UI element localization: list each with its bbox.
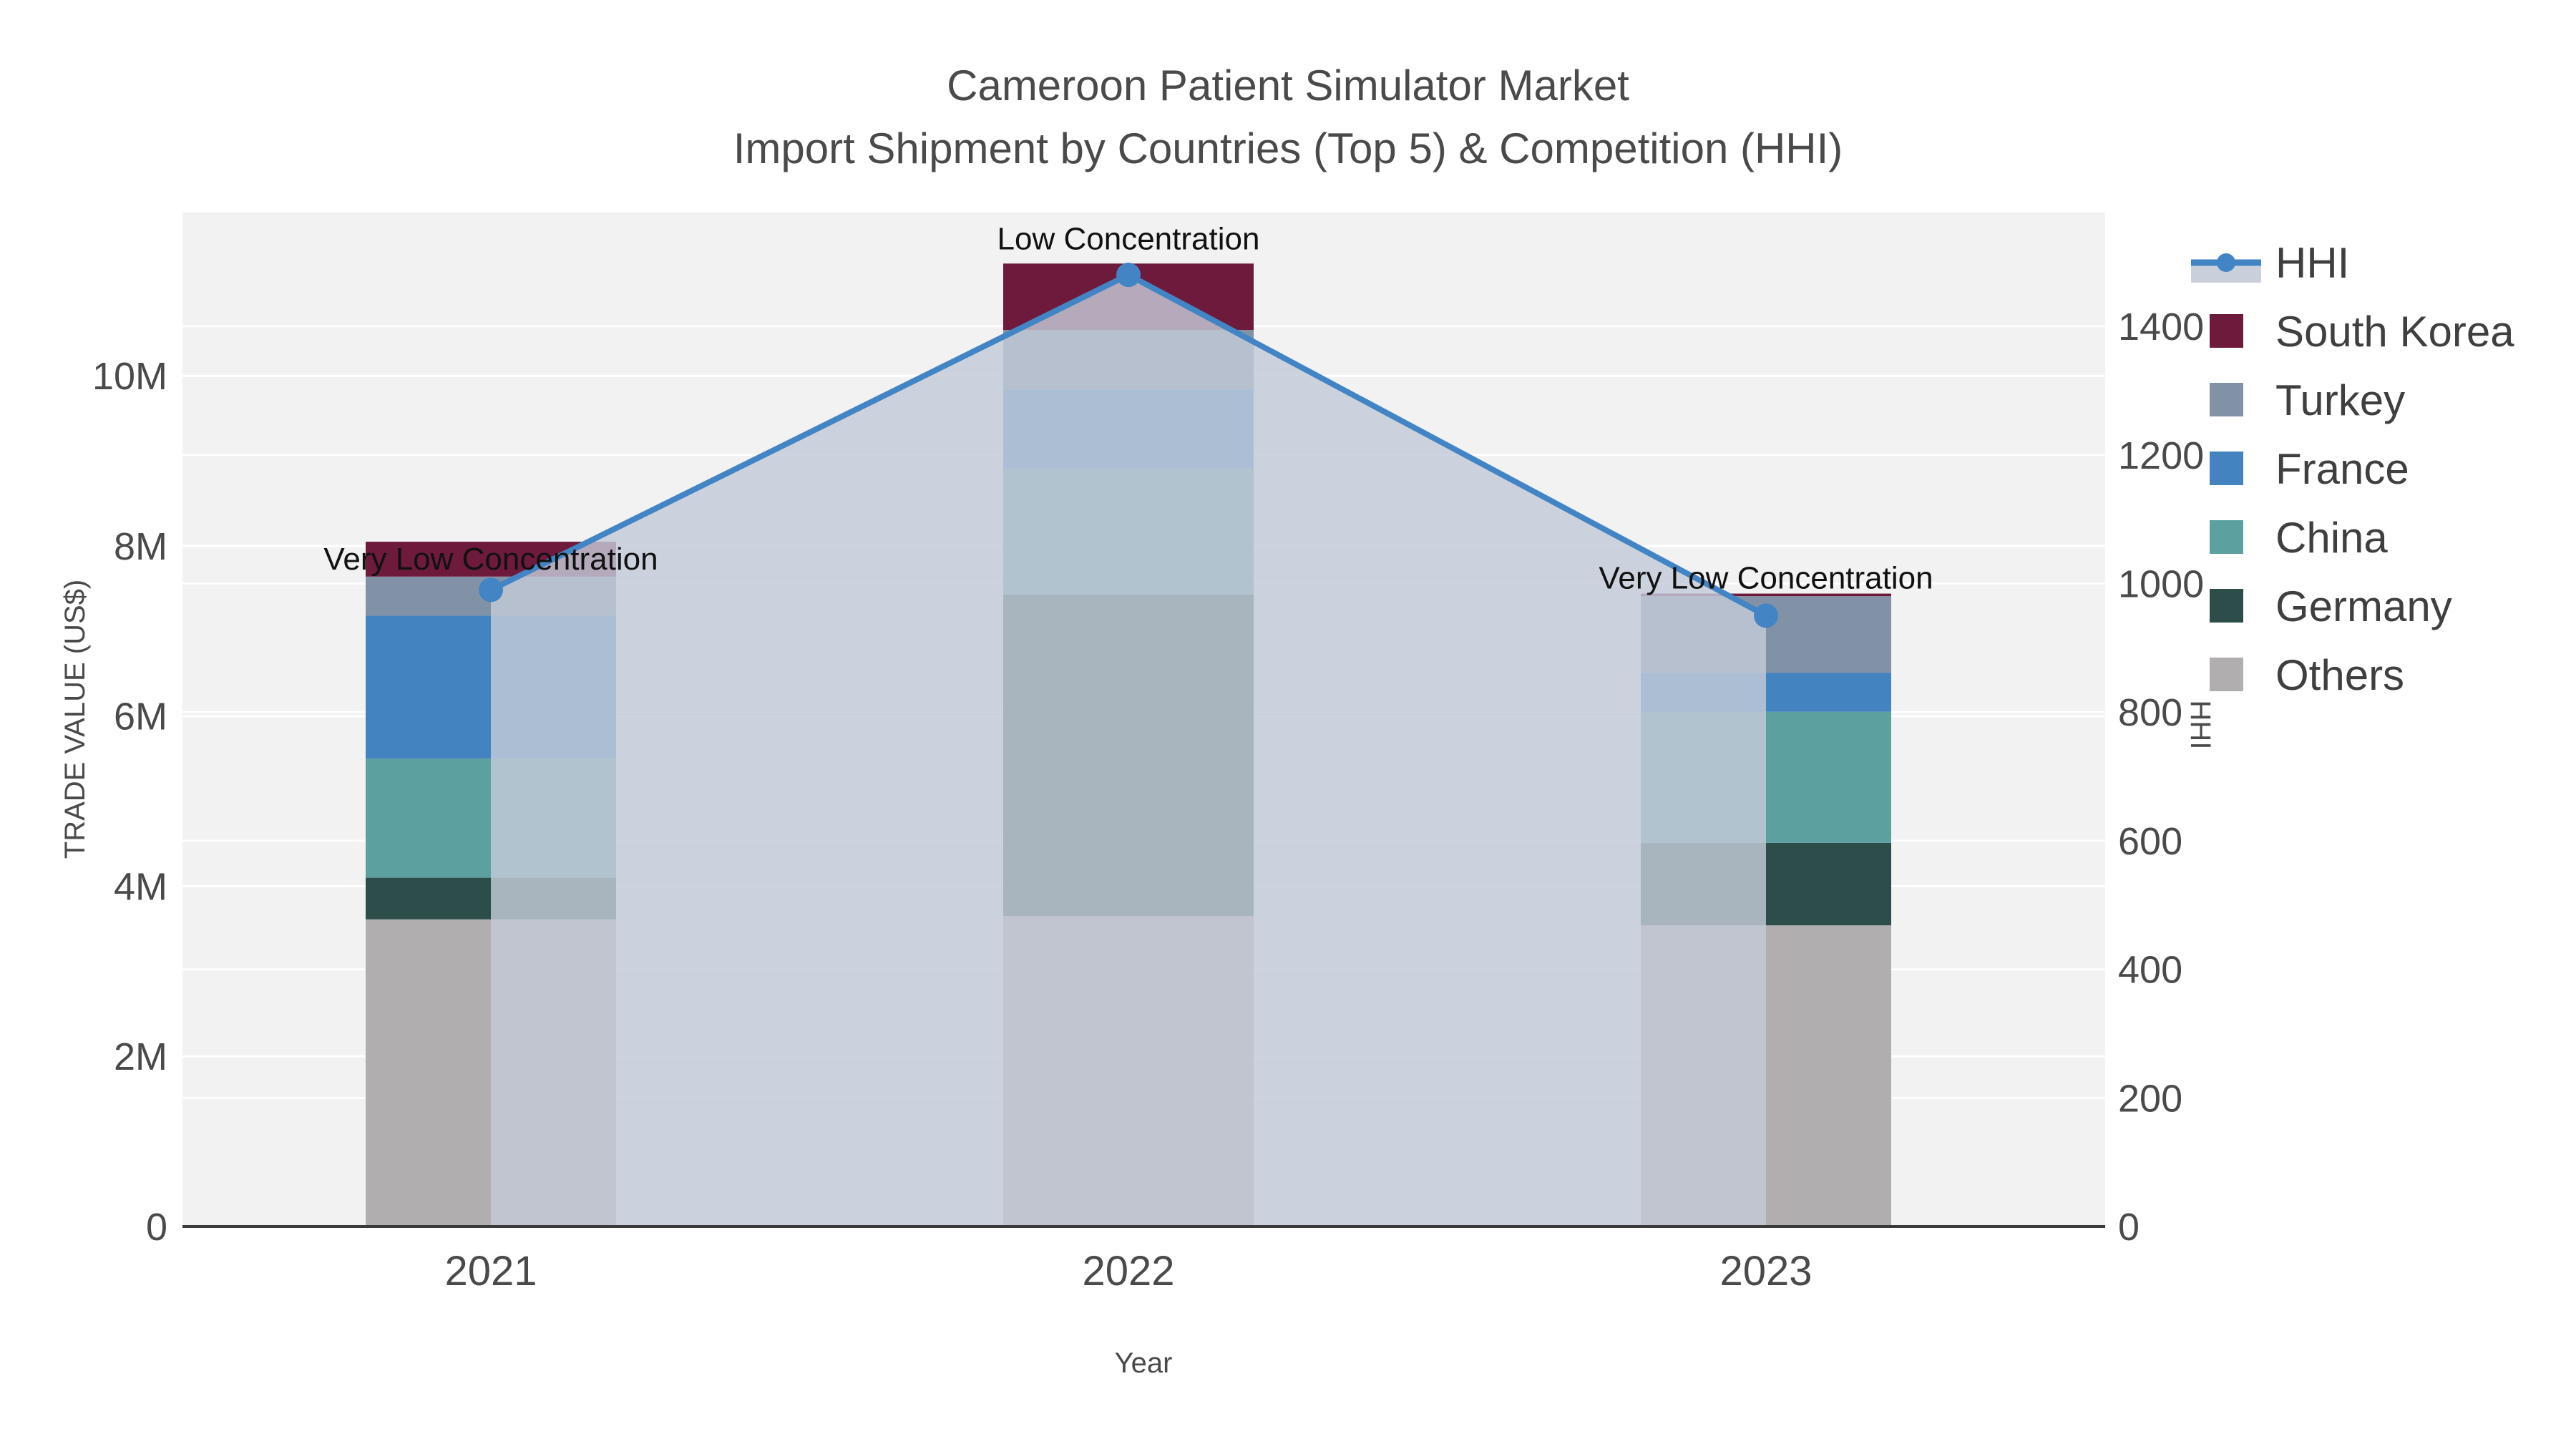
y-left-tick-label: 4M — [114, 865, 167, 908]
hhi-marker — [479, 577, 503, 602]
y-right-tick-label: 400 — [2118, 949, 2182, 992]
y-right-tick-label: 0 — [2118, 1206, 2140, 1249]
legend-item-turkey[interactable]: Turkey — [2210, 376, 2405, 424]
legend-item-france[interactable]: France — [2210, 445, 2409, 493]
chart-subtitle: Import Shipment by Countries (Top 5) & C… — [733, 125, 1843, 172]
y-right-tick-label: 600 — [2118, 820, 2182, 863]
hhi-line-layer — [479, 263, 1778, 628]
y-right-tick-label: 800 — [2118, 691, 2182, 734]
x-axis-title: Year — [1115, 1347, 1173, 1379]
legend-swatch — [2210, 383, 2243, 416]
annotation-layer: Very Low Concentration Low Concentration V… — [323, 221, 1933, 595]
axis-layer: 0 2M 4M 6M 8M 10M 0 200 400 600 800 1000 1200 1400 202… — [92, 306, 2204, 1294]
x-tick-label-2022: 2022 — [1082, 1248, 1174, 1294]
y-left-tick-label: 2M — [114, 1035, 167, 1078]
legend-label: South Korea — [2275, 308, 2514, 356]
y-right-tick-label: 1400 — [2118, 306, 2204, 348]
legend-label: Germany — [2275, 582, 2452, 630]
x-tick-label-2021: 2021 — [444, 1248, 537, 1294]
bar-segment-south-korea — [1641, 593, 1891, 597]
legend-swatch — [2210, 520, 2243, 554]
y-left-tick-label: 6M — [114, 696, 167, 738]
legend-item-others[interactable]: Others — [2210, 651, 2404, 699]
hhi-marker — [1754, 603, 1778, 628]
hhi-area-layer — [491, 275, 1766, 1226]
hhi-marker — [1116, 263, 1141, 288]
annotation-1: Very Low Concentration — [323, 542, 658, 577]
y-right-tick-label: 1200 — [2118, 434, 2204, 477]
legend-label: HHI — [2275, 239, 2349, 287]
y-axis-right-title: HHI — [2185, 701, 2216, 750]
annotation-2: Low Concentration — [997, 221, 1260, 256]
legend-swatch — [2210, 589, 2243, 623]
legend-label: Turkey — [2275, 376, 2405, 424]
legend-label: China — [2275, 514, 2388, 562]
y-left-tick-label: 0 — [146, 1206, 167, 1249]
y-left-tick-label: 8M — [114, 525, 167, 568]
hhi-area — [491, 275, 1766, 1226]
legend-label: France — [2275, 445, 2409, 493]
legend-layer: HHI South Korea Turkey France China Germany Ot… — [2191, 239, 2514, 699]
legend-swatch — [2210, 314, 2243, 348]
x-tick-label-2023: 2023 — [1719, 1248, 1812, 1294]
legend-label: Others — [2275, 651, 2404, 699]
legend-item-hhi[interactable]: HHI — [2191, 239, 2349, 287]
y-right-tick-label: 200 — [2118, 1077, 2182, 1120]
annotation-3: Very Low Concentration — [1599, 561, 1933, 596]
chart-title: Cameroon Patient Simulator Market — [947, 62, 1629, 109]
y-axis-left-title: TRADE VALUE (US$) — [59, 580, 91, 859]
legend-swatch — [2210, 658, 2243, 691]
legend-item-south-korea[interactable]: South Korea — [2210, 308, 2514, 356]
y-left-tick-label: 10M — [92, 355, 167, 398]
legend-item-germany[interactable]: Germany — [2210, 582, 2452, 630]
hhi-legend-marker — [2217, 253, 2235, 272]
y-right-tick-label: 1000 — [2118, 562, 2204, 605]
legend-item-china[interactable]: China — [2210, 514, 2388, 562]
legend-swatch — [2210, 452, 2243, 485]
